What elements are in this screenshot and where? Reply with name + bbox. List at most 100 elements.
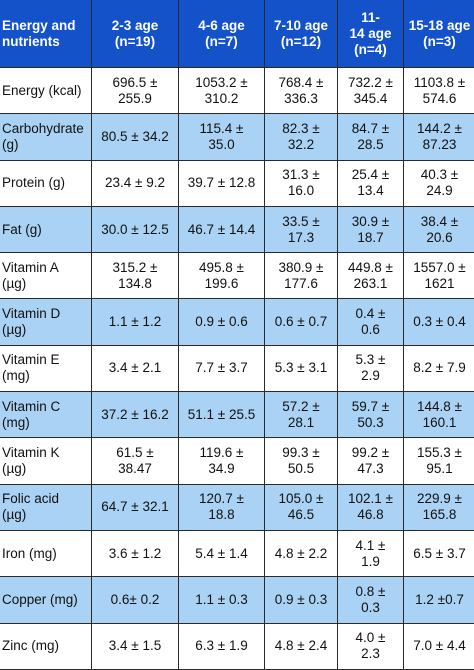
value-cell-age-15-18: 1557.0 ±1621 <box>404 253 474 299</box>
value-cell-age-2-3: 61.5 ±38.47 <box>92 438 179 484</box>
value-cell-age-2-3: 3.4 ± 2.1 <box>92 345 179 391</box>
nutrient-label: Vitamin A(µg) <box>0 253 92 299</box>
value-cell-age-11-14: 4.0 ±2.3 <box>338 623 404 669</box>
value-cell-age-4-6: 115.4 ±35.0 <box>179 114 265 160</box>
value-cell-age-7-10: 31.3 ±16.0 <box>265 160 338 206</box>
value-cell-age-2-3: 3.6 ± 1.2 <box>92 530 179 576</box>
value-cell-age-2-3: 3.4 ± 1.5 <box>92 623 179 669</box>
nutrient-label: Vitamin C(mg) <box>0 392 92 438</box>
value-cell-age-2-3: 315.2 ±134.8 <box>92 253 179 299</box>
nutrient-label: Energy (kcal) <box>0 68 92 114</box>
value-cell-age-11-14: 0.4 ±0.6 <box>338 299 404 345</box>
value-cell-age-7-10: 57.2 ±28.1 <box>265 392 338 438</box>
value-cell-age-4-6: 1053.2 ±310.2 <box>179 68 265 114</box>
header-row: Energy and nutrients 2-3 age (n=19) 4-6 … <box>0 0 474 68</box>
value-cell-age-7-10: 105.0 ±46.5 <box>265 484 338 530</box>
value-cell-age-4-6: 46.7 ± 14.4 <box>179 206 265 252</box>
header-age-11-14: 11- 14 age (n=4) <box>338 0 404 68</box>
value-cell-age-15-18: 0.3 ± 0.4 <box>404 299 474 345</box>
value-cell-age-11-14: 25.4 ±13.4 <box>338 160 404 206</box>
value-cell-age-7-10: 380.9 ±177.6 <box>265 253 338 299</box>
value-cell-age-15-18: 144.2 ±87.23 <box>404 114 474 160</box>
value-cell-age-4-6: 39.7 ± 12.8 <box>179 160 265 206</box>
nutrient-label: Fat (g) <box>0 206 92 252</box>
nutrient-label: Zinc (mg) <box>0 623 92 669</box>
value-cell-age-11-14: 5.3 ±2.9 <box>338 345 404 391</box>
value-cell-age-2-3: 696.5 ±255.9 <box>92 68 179 114</box>
value-cell-age-2-3: 0.6± 0.2 <box>92 577 179 623</box>
nutrient-label: Folic acid(µg) <box>0 484 92 530</box>
header-age-4-6: 4-6 age (n=7) <box>179 0 265 68</box>
value-cell-age-7-10: 99.3 ±50.5 <box>265 438 338 484</box>
value-cell-age-4-6: 51.1 ± 25.5 <box>179 392 265 438</box>
value-cell-age-2-3: 37.2 ± 16.2 <box>92 392 179 438</box>
value-cell-age-15-18: 144.8 ±160.1 <box>404 392 474 438</box>
value-cell-age-15-18: 40.3 ±24.9 <box>404 160 474 206</box>
value-cell-age-7-10: 768.4 ±336.3 <box>265 68 338 114</box>
value-cell-age-15-18: 6.5 ± 3.7 <box>404 530 474 576</box>
value-cell-age-2-3: 1.1 ± 1.2 <box>92 299 179 345</box>
value-cell-age-7-10: 82.3 ±32.2 <box>265 114 338 160</box>
value-cell-age-11-14: 99.2 ±47.3 <box>338 438 404 484</box>
value-cell-age-4-6: 7.7 ± 3.7 <box>179 345 265 391</box>
value-cell-age-15-18: 1103.8 ±574.6 <box>404 68 474 114</box>
value-cell-age-2-3: 23.4 ± 9.2 <box>92 160 179 206</box>
nutrient-label: Copper (mg) <box>0 577 92 623</box>
nutrient-label: Iron (mg) <box>0 530 92 576</box>
value-cell-age-11-14: 449.8 ±263.1 <box>338 253 404 299</box>
nutrient-label: Carbohydrate(g) <box>0 114 92 160</box>
value-cell-age-4-6: 6.3 ± 1.9 <box>179 623 265 669</box>
value-cell-age-11-14: 0.8 ±0.3 <box>338 577 404 623</box>
value-cell-age-7-10: 4.8 ± 2.2 <box>265 530 338 576</box>
value-cell-age-11-14: 732.2 ±345.4 <box>338 68 404 114</box>
value-cell-age-4-6: 495.8 ±199.6 <box>179 253 265 299</box>
nutrient-label: Vitamin D(µg) <box>0 299 92 345</box>
value-cell-age-7-10: 0.9 ± 0.3 <box>265 577 338 623</box>
nutrient-label: Protein (g) <box>0 160 92 206</box>
value-cell-age-2-3: 64.7 ± 32.1 <box>92 484 179 530</box>
header-age-7-10: 7-10 age (n=12) <box>265 0 338 68</box>
header-age-2-3: 2-3 age (n=19) <box>92 0 179 68</box>
header-age-15-18: 15-18 age (n=3) <box>404 0 474 68</box>
value-cell-age-15-18: 8.2 ± 7.9 <box>404 345 474 391</box>
value-cell-age-4-6: 119.6 ±34.9 <box>179 438 265 484</box>
value-cell-age-15-18: 155.3 ±95.1 <box>404 438 474 484</box>
value-cell-age-7-10: 33.5 ±17.3 <box>265 206 338 252</box>
value-cell-age-15-18: 7.0 ± 4.4 <box>404 623 474 669</box>
value-cell-age-7-10: 4.8 ± 2.4 <box>265 623 338 669</box>
nutrient-label: Vitamin K(µg) <box>0 438 92 484</box>
value-cell-age-11-14: 84.7 ±28.5 <box>338 114 404 160</box>
value-cell-age-15-18: 1.2 ±0.7 <box>404 577 474 623</box>
value-cell-age-11-14: 102.1 ±46.8 <box>338 484 404 530</box>
value-cell-age-4-6: 0.9 ± 0.6 <box>179 299 265 345</box>
value-cell-age-4-6: 1.1 ± 0.3 <box>179 577 265 623</box>
value-cell-age-11-14: 4.1 ±1.9 <box>338 530 404 576</box>
value-cell-age-7-10: 5.3 ± 3.1 <box>265 345 338 391</box>
value-cell-age-4-6: 120.7 ±18.8 <box>179 484 265 530</box>
value-cell-age-2-3: 80.5 ± 34.2 <box>92 114 179 160</box>
header-nutrients: Energy and nutrients <box>0 0 92 68</box>
value-cell-age-11-14: 30.9 ±18.7 <box>338 206 404 252</box>
value-cell-age-15-18: 38.4 ±20.6 <box>404 206 474 252</box>
value-cell-age-15-18: 229.9 ±165.8 <box>404 484 474 530</box>
value-cell-age-7-10: 0.6 ± 0.7 <box>265 299 338 345</box>
value-cell-age-11-14: 59.7 ±50.3 <box>338 392 404 438</box>
nutrient-label: Vitamin E(mg) <box>0 345 92 391</box>
value-cell-age-2-3: 30.0 ± 12.5 <box>92 206 179 252</box>
value-cell-age-4-6: 5.4 ± 1.4 <box>179 530 265 576</box>
